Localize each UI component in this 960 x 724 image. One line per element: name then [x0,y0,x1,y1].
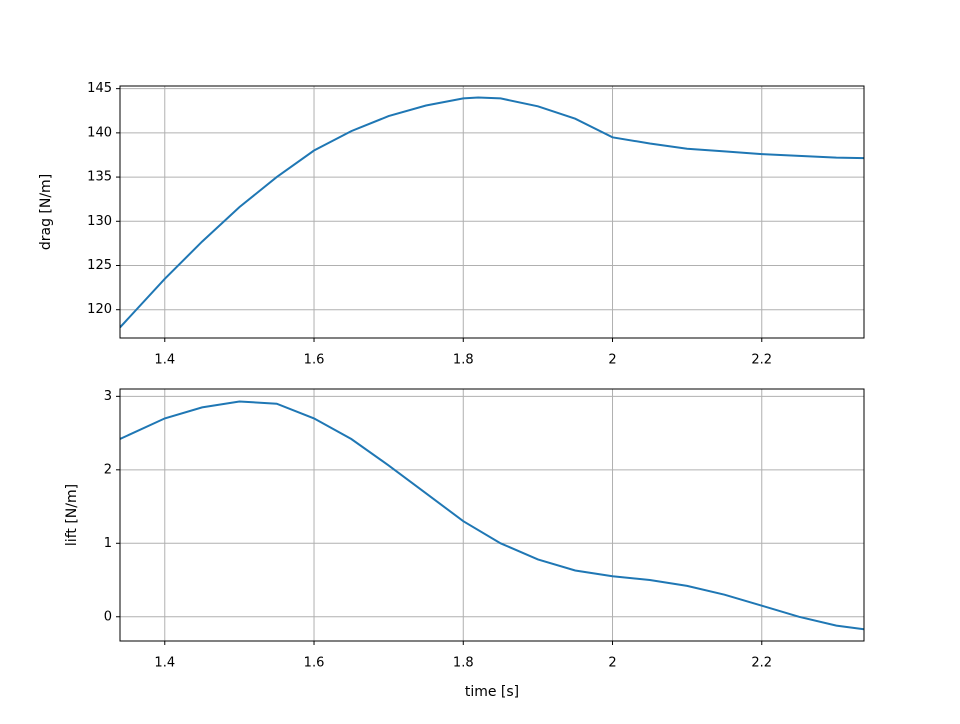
y-tick-label: 2 [104,462,112,477]
x-tick-label: 1.4 [154,353,175,368]
y-axis-label: drag [N/m] [38,174,54,250]
data-line [120,400,864,631]
axes-frame [119,85,865,339]
x-axis-label: time [s] [465,684,519,700]
y-axis-label: lift [N/m] [64,484,80,546]
x-tick-label: 1.6 [304,656,325,671]
x-tick-label: 2 [608,353,616,368]
y-tick-label: 3 [104,389,112,404]
x-tick-label: 2 [608,656,616,671]
y-tick-label: 130 [87,214,112,229]
x-tick-label: 1.8 [453,656,474,671]
y-tick-label: 135 [87,170,112,185]
data-line [120,96,864,329]
x-tick-label: 1.8 [453,353,474,368]
x-tick-label: 1.4 [154,656,175,671]
axes-frame [119,388,865,642]
y-tick-label: 145 [87,81,112,96]
x-tick-label: 1.6 [304,353,325,368]
x-tick-label: 2.2 [751,353,772,368]
y-tick-label: 0 [104,609,112,624]
y-tick-label: 1 [104,536,112,551]
y-tick-label: 120 [87,302,112,317]
y-tick-label: 125 [87,258,112,273]
y-tick-label: 140 [87,125,112,140]
x-tick-label: 2.2 [751,656,772,671]
